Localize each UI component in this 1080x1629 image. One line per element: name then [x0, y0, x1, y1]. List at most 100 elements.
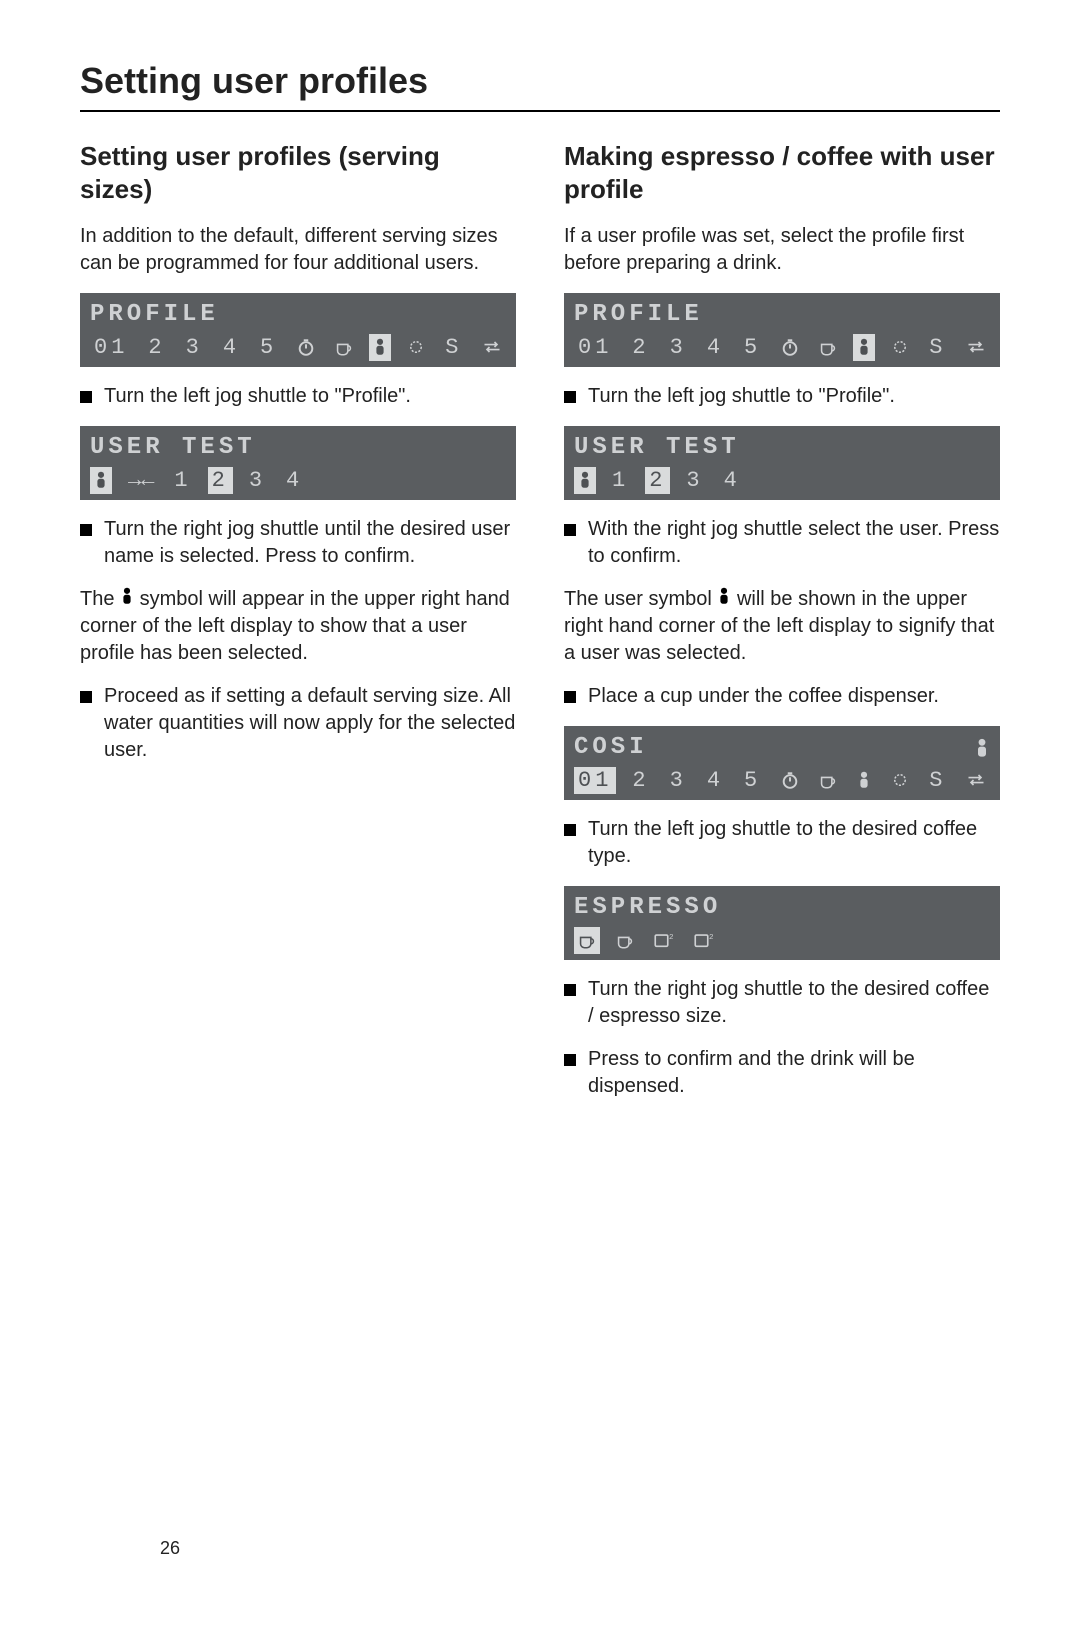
- left-heading: Setting user profiles (serving sizes): [80, 140, 516, 205]
- right-intro: If a user profile was set, select the pr…: [564, 223, 1000, 277]
- left-explainer-post: symbol will appear in the upper right ha…: [80, 588, 510, 664]
- right-step3: Place a cup under the coffee dispenser.: [588, 683, 939, 710]
- lcd-cell: [478, 334, 506, 361]
- lcd-cell: 1: [608, 467, 633, 494]
- right-column: Making espresso / coffee with user profi…: [564, 140, 1000, 1116]
- lcd-cell: 1: [170, 467, 195, 494]
- lcd-cell: S: [925, 334, 950, 361]
- bullet-icon: [564, 524, 576, 536]
- right-step3-row: Place a cup under the coffee dispenser.: [564, 683, 1000, 710]
- lcd-cell: [815, 767, 841, 794]
- lcd-cell: 01: [574, 767, 616, 794]
- right-step6-row: Press to confirm and the drink will be d…: [564, 1046, 1000, 1100]
- right-step1: Turn the left jog shuttle to "Profile".: [588, 383, 895, 410]
- lcd-cell: S: [441, 334, 466, 361]
- lcd-cell: [887, 334, 913, 361]
- lcd-cell: 2: [645, 467, 670, 494]
- lcd-row: 1234: [574, 467, 990, 494]
- lcd-cell: 2: [690, 927, 718, 954]
- lcd-title: ESPRESSO: [574, 894, 990, 921]
- left-column: Setting user profiles (serving sizes) In…: [80, 140, 516, 1116]
- left-intro: In addition to the default, different se…: [80, 223, 516, 277]
- left-step2-row: Turn the right jog shuttle until the des…: [80, 516, 516, 570]
- lcd-cell: →←: [124, 467, 158, 494]
- right-explainer: The user symbol will be shown in the upp…: [564, 586, 1000, 667]
- person-icon: [717, 587, 731, 605]
- left-step2: Turn the right jog shuttle until the des…: [104, 516, 516, 570]
- lcd-cell: 01: [90, 334, 132, 361]
- lcd-cell: [369, 334, 391, 361]
- lcd-cell: 3: [182, 334, 207, 361]
- lcd-cell: 01: [574, 334, 616, 361]
- right-step1-row: Turn the left jog shuttle to "Profile".: [564, 383, 1000, 410]
- lcd-cell: [853, 767, 875, 794]
- lcd-cell: 2: [650, 927, 678, 954]
- right-heading: Making espresso / coffee with user profi…: [564, 140, 1000, 205]
- right-step4: Turn the left jog shuttle to the desired…: [588, 816, 1000, 870]
- lcd-cell: 3: [666, 334, 691, 361]
- lcd-cell: 3: [666, 767, 691, 794]
- lcd-cell: 4: [720, 467, 745, 494]
- lcd-title: USER TEST: [574, 434, 990, 461]
- lcd-cell: [612, 927, 638, 954]
- lcd-cell: 3: [682, 467, 707, 494]
- lcd-cell: 2: [144, 334, 169, 361]
- right-step5: Turn the right jog shuttle to the desire…: [588, 976, 1000, 1030]
- right-lcd-cosi: COSI 012345S: [564, 726, 1000, 800]
- left-step1-row: Turn the left jog shuttle to "Profile".: [80, 383, 516, 410]
- lcd-cell: 2: [628, 334, 653, 361]
- lcd-row: 22: [574, 927, 990, 954]
- left-step3-row: Proceed as if setting a default serving …: [80, 683, 516, 764]
- bullet-icon: [564, 984, 576, 996]
- lcd-cell: 2: [208, 467, 233, 494]
- lcd-title: PROFILE: [574, 301, 990, 328]
- lcd-cell: [293, 334, 319, 361]
- lcd-cell: [574, 467, 596, 494]
- lcd-cell: [962, 767, 990, 794]
- lcd-cell: [403, 334, 429, 361]
- lcd-cell: 3: [245, 467, 270, 494]
- lcd-cell: [90, 467, 112, 494]
- lcd-title: USER TEST: [90, 434, 506, 461]
- bullet-icon: [564, 391, 576, 403]
- lcd-title: COSI: [574, 734, 990, 761]
- left-step3: Proceed as if setting a default serving …: [104, 683, 516, 764]
- page-title: Setting user profiles: [80, 60, 1000, 112]
- left-lcd-usertest: USER TEST →← 1234: [80, 426, 516, 500]
- right-step6: Press to confirm and the drink will be d…: [588, 1046, 1000, 1100]
- lcd-cell: 5: [256, 334, 281, 361]
- lcd-cell: [777, 767, 803, 794]
- right-step2-row: With the right jog shuttle select the us…: [564, 516, 1000, 570]
- lcd-cell: 2: [628, 767, 653, 794]
- bullet-icon: [80, 691, 92, 703]
- lcd-cell: 4: [282, 467, 307, 494]
- lcd-cell: 5: [740, 334, 765, 361]
- lcd-cell: [574, 927, 600, 954]
- bullet-icon: [564, 691, 576, 703]
- lcd-cell: 4: [219, 334, 244, 361]
- lcd-cell: [962, 334, 990, 361]
- lcd-row: 012345S: [574, 334, 990, 361]
- lcd-row: 012345S: [574, 767, 990, 794]
- left-explainer: The symbol will appear in the upper righ…: [80, 586, 516, 667]
- right-lcd-usertest: USER TEST 1234: [564, 426, 1000, 500]
- lcd-cell: 5: [740, 767, 765, 794]
- content-columns: Setting user profiles (serving sizes) In…: [80, 140, 1000, 1116]
- right-step5-row: Turn the right jog shuttle to the desire…: [564, 976, 1000, 1030]
- right-lcd-espresso: ESPRESSO 22: [564, 886, 1000, 960]
- right-explainer-pre: The user symbol: [564, 588, 717, 610]
- right-step4-row: Turn the left jog shuttle to the desired…: [564, 816, 1000, 870]
- bullet-icon: [80, 524, 92, 536]
- left-explainer-pre: The: [80, 588, 120, 610]
- lcd-title: PROFILE: [90, 301, 506, 328]
- bullet-icon: [80, 391, 92, 403]
- lcd-cell: [777, 334, 803, 361]
- lcd-cell: [815, 334, 841, 361]
- lcd-cell: 4: [703, 767, 728, 794]
- lcd-cell: [331, 334, 357, 361]
- bullet-icon: [564, 824, 576, 836]
- person-icon: [974, 738, 990, 758]
- left-lcd-profile: PROFILE 01 2345 S: [80, 293, 516, 367]
- lcd-cosi-title-text: COSI: [574, 734, 648, 761]
- page-number: 26: [160, 1538, 180, 1559]
